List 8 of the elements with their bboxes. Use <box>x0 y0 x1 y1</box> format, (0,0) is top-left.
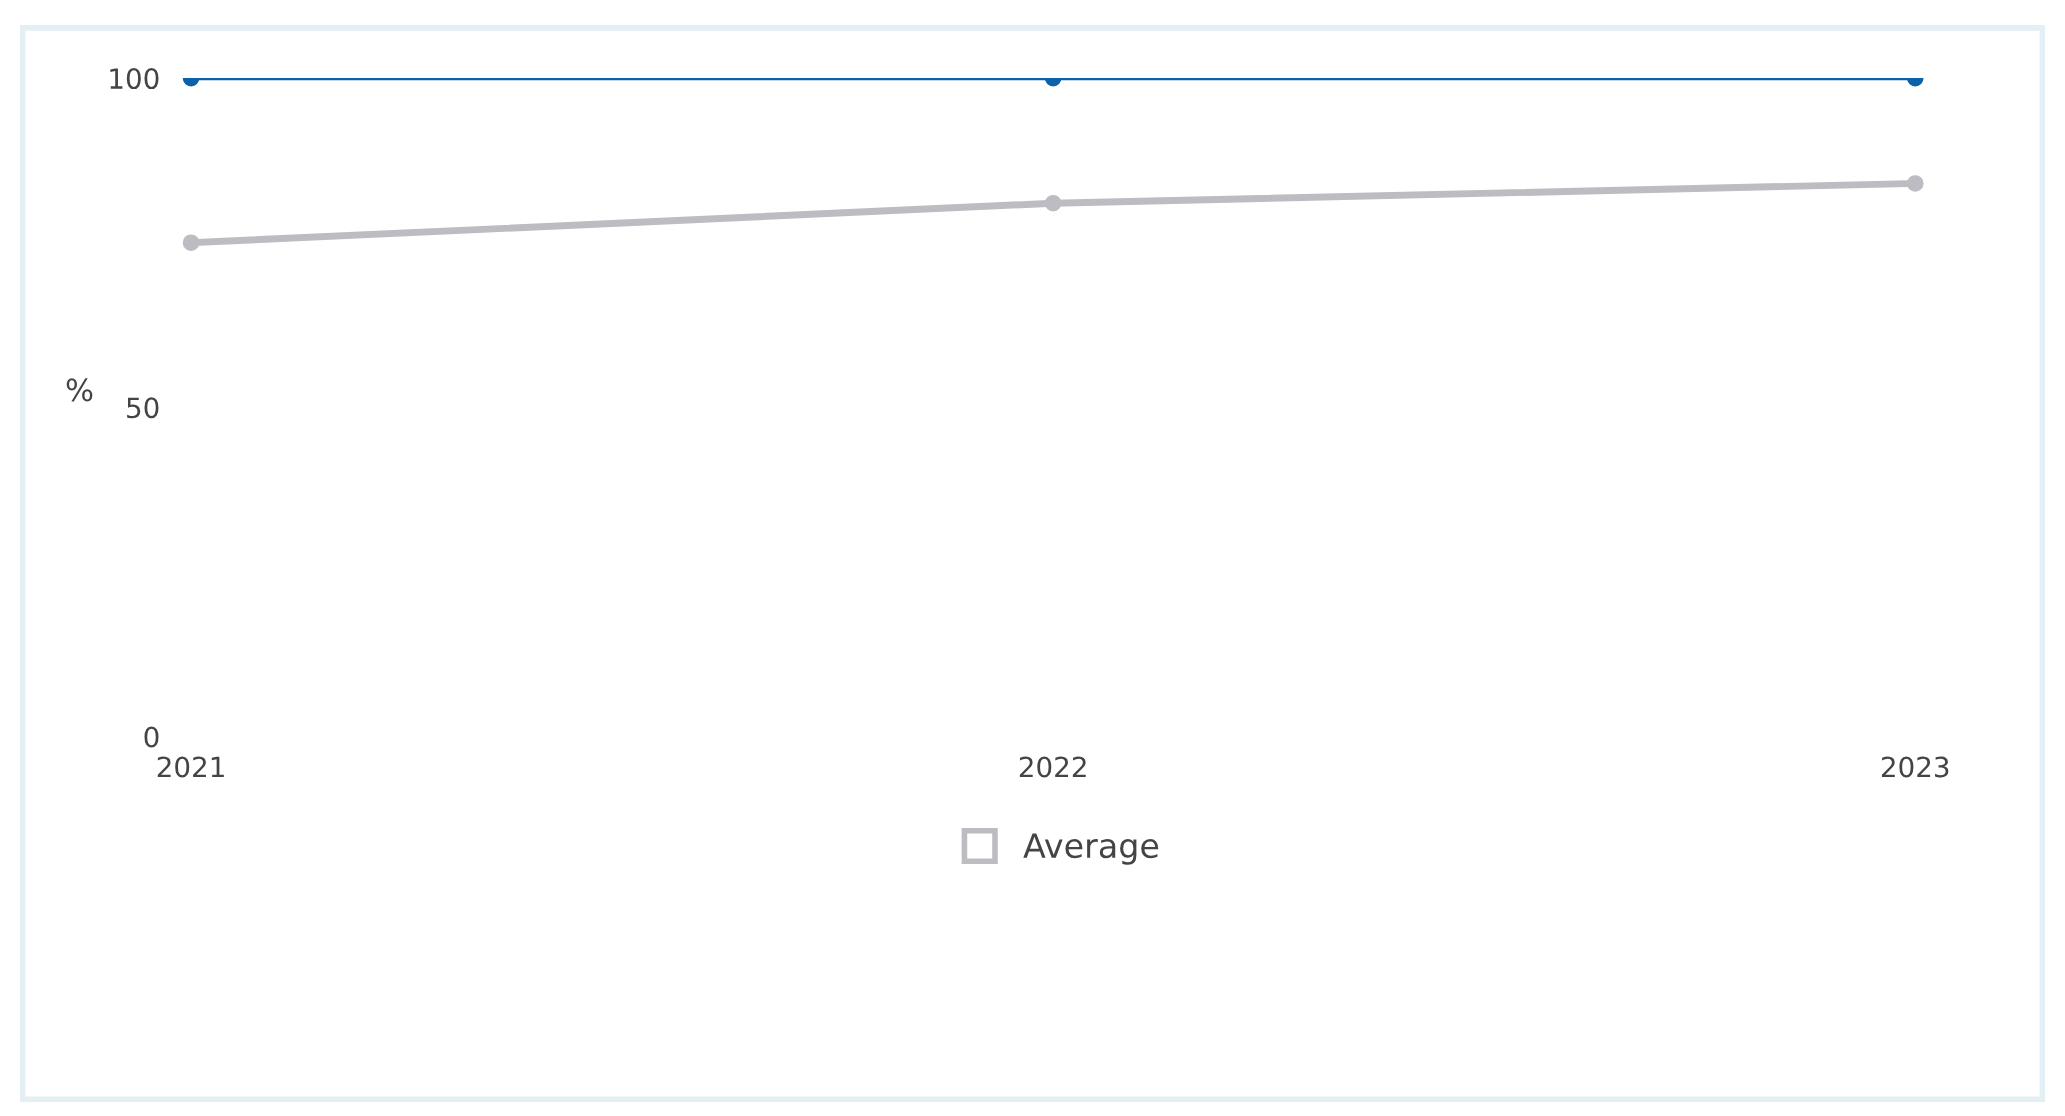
y-tick-label: 50 <box>127 397 159 419</box>
y-tick-label: 100 <box>110 68 159 90</box>
y-tick-label: 0 <box>144 726 159 748</box>
x-tick-label: 2023 <box>1881 756 1949 778</box>
x-tick-label: 2022 <box>1019 756 1086 778</box>
x-tick-label: 2021 <box>157 756 224 778</box>
legend-label: Average <box>1023 833 1159 865</box>
y-axis-title: % <box>66 378 93 402</box>
